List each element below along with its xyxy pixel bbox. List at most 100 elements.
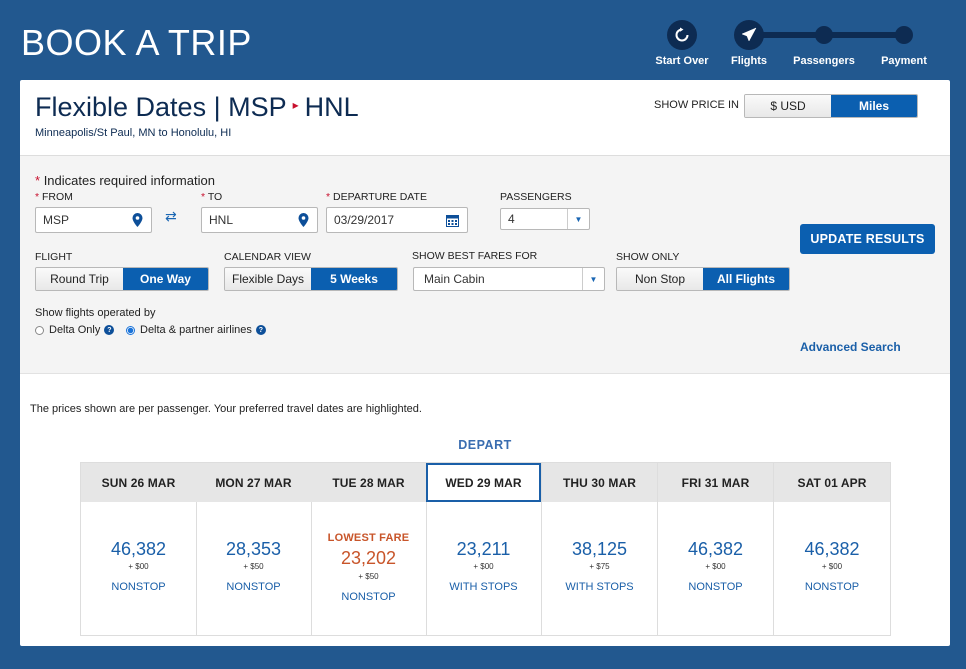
step-passengers: Passengers bbox=[784, 20, 864, 67]
show-only-label: SHOW ONLY bbox=[616, 251, 680, 263]
location-pin-icon[interactable] bbox=[298, 213, 309, 230]
step-flights: Flights bbox=[709, 20, 789, 67]
to-input[interactable]: HNL bbox=[201, 207, 318, 233]
fare-miles[interactable]: 23,211 bbox=[456, 539, 511, 559]
passengers-select[interactable]: 4 ▼ bbox=[500, 208, 590, 230]
fare-fee: + $00 bbox=[473, 562, 494, 571]
date-header[interactable]: TUE 28 MAR bbox=[311, 463, 426, 502]
fare-fee: + $00 bbox=[821, 562, 843, 571]
required-note: * Indicates required information bbox=[35, 173, 215, 188]
fare-cell[interactable]: 23,211 + $00 WITH STOPS bbox=[426, 502, 541, 635]
fare-fee: + $75 bbox=[589, 562, 610, 571]
fare-miles[interactable]: 46,382 bbox=[804, 539, 860, 559]
to-value: HNL bbox=[209, 213, 234, 227]
fares-value: Main Cabin bbox=[424, 272, 485, 286]
departure-label: * DEPARTURE DATE bbox=[326, 191, 427, 203]
step-start-over[interactable]: Start Over bbox=[642, 20, 722, 67]
date-column-fri-31[interactable]: FRI 31 MAR 46,382 + $00 NONSTOP bbox=[658, 463, 774, 635]
delta-only-radio[interactable]: Delta Only? bbox=[35, 324, 115, 336]
lowest-fare-badge: LOWEST FARE bbox=[327, 532, 410, 544]
step-label: Start Over bbox=[655, 55, 709, 67]
fare-miles[interactable]: 23,202 bbox=[340, 548, 397, 568]
results-note: The prices shown are per passenger. Your… bbox=[30, 403, 422, 415]
radio-label: Delta & partner airlines bbox=[140, 324, 252, 336]
fare-miles[interactable]: 38,125 bbox=[571, 539, 628, 559]
fare-cell[interactable]: 46,382 + $00 NONSTOP bbox=[774, 502, 890, 635]
fare-cell[interactable]: 46,382 + $00 NONSTOP bbox=[658, 502, 773, 635]
delta-partner-radio[interactable]: Delta & partner airlines? bbox=[126, 324, 266, 336]
fare-miles[interactable]: 46,382 bbox=[110, 539, 167, 559]
usd-option[interactable]: $ USD bbox=[745, 95, 831, 117]
show-only-toggle: Non Stop All Flights bbox=[616, 267, 790, 291]
from-label: * FROM bbox=[35, 191, 73, 203]
from-value: MSP bbox=[43, 213, 70, 227]
date-column-wed-29[interactable]: WED 29 MAR 23,211 + $00 WITH STOPS bbox=[426, 463, 542, 635]
flight-label: FLIGHT bbox=[35, 251, 73, 263]
date-column-thu-30[interactable]: THU 30 MAR 38,125 + $75 WITH STOPS bbox=[542, 463, 658, 635]
date-header[interactable]: WED 29 MAR bbox=[426, 463, 541, 502]
fare-fee: + $50 bbox=[358, 572, 379, 581]
price-toggle: $ USD Miles bbox=[744, 94, 918, 118]
calendar-icon[interactable] bbox=[446, 214, 459, 230]
step-dot bbox=[815, 26, 833, 44]
fares-select[interactable]: Main Cabin ▼ bbox=[413, 267, 605, 291]
advanced-search-link[interactable]: Advanced Search bbox=[800, 340, 901, 354]
date-header[interactable]: FRI 31 MAR bbox=[658, 463, 773, 502]
fare-stops: NONSTOP bbox=[804, 581, 860, 593]
passengers-value: 4 bbox=[508, 212, 515, 226]
fare-miles[interactable]: 28,353 bbox=[225, 539, 282, 559]
date-header[interactable]: SAT 01 APR bbox=[774, 463, 890, 502]
step-label: Payment bbox=[881, 55, 927, 67]
radio-circle[interactable] bbox=[35, 325, 44, 335]
fare-stops: NONSTOP bbox=[226, 581, 281, 593]
date-column-sun-26[interactable]: SUN 26 MAR 46,382 + $00 NONSTOP bbox=[81, 463, 197, 635]
card-header: Flexible Dates | MSP ▸ HNL Minneapolis/St … bbox=[20, 80, 950, 156]
step-dot bbox=[895, 26, 913, 44]
route-arrow-icon: ▸ bbox=[292, 97, 299, 112]
one-way-option[interactable]: One Way bbox=[122, 268, 208, 290]
fare-stops: WITH STOPS bbox=[449, 581, 518, 593]
update-results-button[interactable]: UPDATE RESULTS bbox=[800, 224, 935, 254]
flexible-dates-grid: SUN 26 MAR 46,382 + $00 NONSTOP MON 27 M… bbox=[80, 462, 891, 636]
required-text: Indicates required information bbox=[43, 173, 215, 188]
plane-icon bbox=[734, 20, 764, 50]
date-column-mon-27[interactable]: MON 27 MAR 28,353 + $50 NONSTOP bbox=[196, 463, 312, 635]
fare-fee: + $00 bbox=[705, 562, 726, 571]
departure-value: 03/29/2017 bbox=[334, 213, 395, 227]
fare-cell[interactable]: 46,382 + $00 NONSTOP bbox=[81, 502, 196, 635]
five-weeks-option[interactable]: 5 Weeks bbox=[311, 268, 397, 290]
fare-fee: + $00 bbox=[128, 562, 149, 571]
date-header[interactable]: SUN 26 MAR bbox=[81, 463, 196, 502]
help-icon[interactable]: ? bbox=[255, 325, 266, 335]
radio-circle[interactable] bbox=[126, 325, 135, 335]
radio-label: Delta Only bbox=[49, 324, 101, 336]
fare-cell[interactable]: LOWEST FARE 23,202 + $50 NONSTOP bbox=[311, 502, 426, 635]
date-column-tue-28[interactable]: TUE 28 MAR LOWEST FARE 23,202 + $50 NONS… bbox=[311, 463, 427, 635]
chevron-down-icon[interactable]: ▼ bbox=[582, 268, 604, 290]
chevron-down-icon[interactable]: ▼ bbox=[567, 209, 589, 229]
fare-fee: + $50 bbox=[243, 562, 264, 571]
swap-icon[interactable]: ⇄ bbox=[165, 208, 177, 224]
date-header[interactable]: THU 30 MAR bbox=[542, 463, 657, 502]
departure-date-input[interactable]: 03/29/2017 bbox=[326, 207, 468, 233]
round-trip-option[interactable]: Round Trip bbox=[36, 268, 123, 290]
price-toggle-label: SHOW PRICE IN bbox=[654, 99, 739, 111]
miles-option[interactable]: Miles bbox=[831, 95, 917, 117]
fare-cell[interactable]: 38,125 + $75 WITH STOPS bbox=[542, 502, 657, 635]
help-icon[interactable]: ? bbox=[104, 325, 115, 335]
location-pin-icon[interactable] bbox=[132, 213, 143, 230]
non-stop-option[interactable]: Non Stop bbox=[617, 268, 703, 290]
to-label: * TO bbox=[201, 191, 223, 203]
search-card: Flexible Dates | MSP ▸ HNL Minneapolis/St … bbox=[20, 80, 950, 646]
refresh-icon[interactable] bbox=[667, 20, 697, 50]
date-column-sat-01[interactable]: SAT 01 APR 46,382 + $00 NONSTOP bbox=[774, 463, 890, 635]
all-flights-option[interactable]: All Flights bbox=[703, 268, 789, 290]
booking-progress: Start Over Flights Passengers Payment bbox=[650, 20, 950, 70]
date-header[interactable]: MON 27 MAR bbox=[196, 463, 311, 502]
fare-stops: NONSTOP bbox=[341, 591, 396, 603]
flexible-days-option[interactable]: Flexible Days bbox=[225, 268, 311, 290]
fare-cell[interactable]: 28,353 + $50 NONSTOP bbox=[196, 502, 311, 635]
from-input[interactable]: MSP bbox=[35, 207, 152, 233]
calendar-view-toggle: Flexible Days 5 Weeks bbox=[224, 267, 398, 291]
fare-miles[interactable]: 46,382 bbox=[687, 539, 744, 559]
